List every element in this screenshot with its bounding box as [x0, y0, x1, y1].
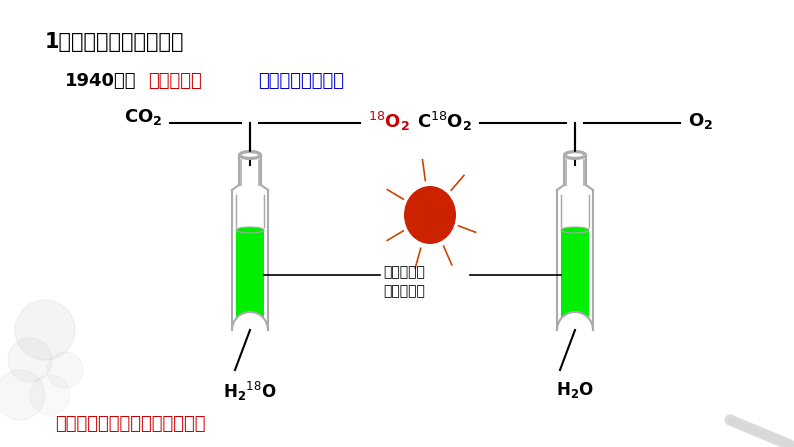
Circle shape [47, 352, 83, 388]
Text: 结论：光合作用释放的氧来自水: 结论：光合作用释放的氧来自水 [55, 415, 206, 433]
Circle shape [0, 370, 45, 420]
Ellipse shape [241, 152, 259, 157]
Circle shape [15, 300, 75, 360]
Bar [236, 230, 264, 325]
Text: （同位素标记法）: （同位素标记法） [258, 72, 344, 90]
Text: $^{18}\mathbf{O_2}$: $^{18}\mathbf{O_2}$ [368, 110, 410, 133]
Text: 光照射下的
小球藻悬液: 光照射下的 小球藻悬液 [383, 265, 425, 299]
Text: 1、光合作用的探究历程: 1、光合作用的探究历程 [45, 32, 184, 52]
Text: $\mathbf{H_2}$$^{18}$$\mathbf{O}$: $\mathbf{H_2}$$^{18}$$\mathbf{O}$ [223, 380, 277, 403]
Text: $\mathbf{C}^{18}\mathbf{O_2}$: $\mathbf{C}^{18}\mathbf{O_2}$ [417, 110, 472, 133]
Circle shape [30, 375, 70, 415]
Ellipse shape [564, 151, 586, 159]
Text: 鲁宾和卡门: 鲁宾和卡门 [148, 72, 202, 90]
Bar [561, 230, 589, 325]
Circle shape [8, 338, 52, 382]
Text: $\mathbf{O_2}$: $\mathbf{O_2}$ [688, 111, 713, 131]
Text: 1940年，: 1940年， [65, 72, 137, 90]
Ellipse shape [404, 186, 456, 244]
Ellipse shape [561, 227, 589, 233]
Ellipse shape [239, 151, 261, 159]
Text: $\mathbf{CO_2}$: $\mathbf{CO_2}$ [124, 107, 162, 127]
Ellipse shape [566, 152, 584, 157]
Ellipse shape [236, 227, 264, 233]
Text: $\mathbf{H_2O}$: $\mathbf{H_2O}$ [556, 380, 594, 400]
